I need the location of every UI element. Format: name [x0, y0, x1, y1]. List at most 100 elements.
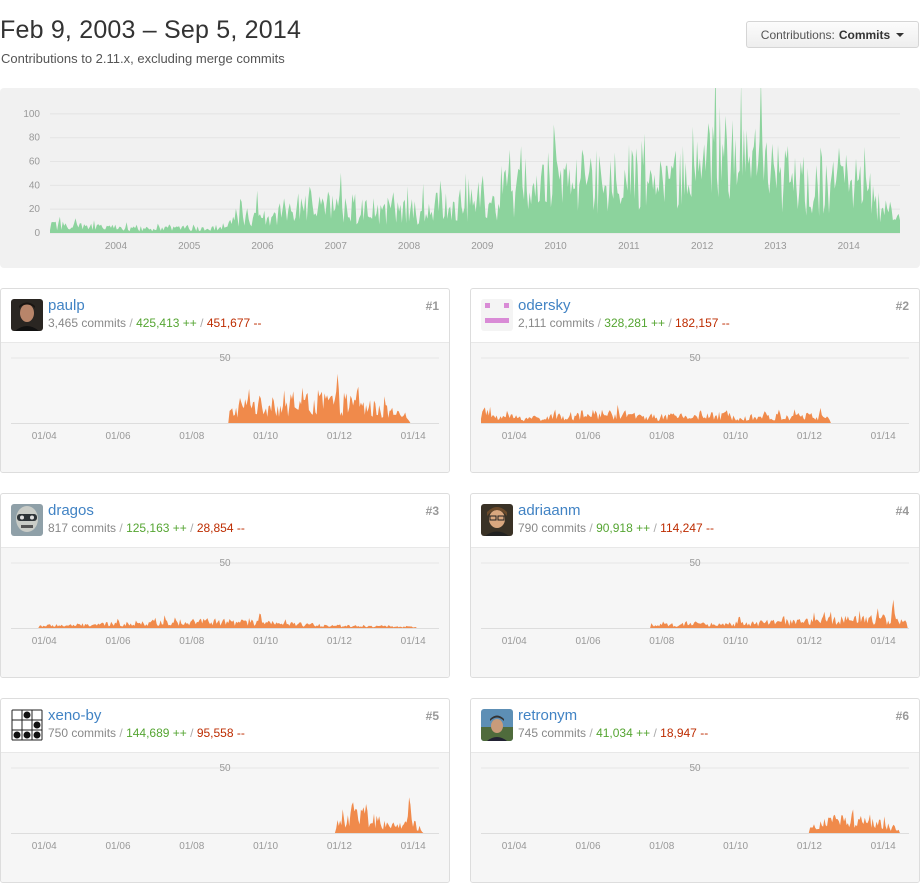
contributor-login-link[interactable]: retronym	[518, 707, 578, 724]
contributor-login-link[interactable]: paulp	[48, 297, 85, 314]
contributor-chart[interactable]: 50 01/04 01/06 01/08 01/10 01/12 01/14	[471, 342, 919, 472]
y-tick-label: 50	[689, 763, 701, 774]
x-tick-label: 01/08	[179, 841, 204, 852]
x-tick-label: 01/06	[575, 841, 600, 852]
contributor-chart-svg: 50 01/04 01/06 01/08 01/10 01/12 01/14	[481, 763, 909, 852]
x-tick-label: 2012	[691, 241, 714, 252]
contributor-chart[interactable]: 50 01/04 01/06 01/08 01/10 01/12 01/14	[1, 547, 449, 677]
x-tick-label: 2008	[398, 241, 421, 252]
x-tick-label: 01/12	[797, 636, 822, 647]
contributor-chart-svg: 50 01/04 01/06 01/08 01/10 01/12 01/14	[481, 558, 909, 647]
contributor-stats: 3,465 commits / 425,413 ++ / 451,677 --	[48, 316, 262, 330]
x-tick-label: 01/04	[502, 431, 527, 442]
x-tick-label: 01/08	[649, 841, 674, 852]
contributor-area-series	[481, 809, 909, 833]
contributions-dropdown-value: Commits	[838, 27, 891, 42]
contributor-login-link[interactable]: adriaanm	[518, 502, 581, 519]
y-tick-label: 0	[34, 228, 40, 239]
avatar[interactable]	[11, 299, 43, 331]
x-tick-label: 01/14	[401, 636, 426, 647]
x-tick-label: 2007	[325, 241, 348, 252]
y-tick-label: 40	[29, 180, 41, 191]
contributor-chart-svg: 50 01/04 01/06 01/08 01/10 01/12 01/14	[11, 353, 439, 442]
additions-count: 144,689 ++	[126, 726, 187, 740]
contributor-card: retronym #6 745 commits / 41,034 ++ / 18…	[470, 698, 920, 883]
contributor-chart-svg: 50 01/04 01/06 01/08 01/10 01/12 01/14	[11, 558, 439, 647]
contributor-login-link[interactable]: dragos	[48, 502, 94, 519]
x-tick-label: 01/08	[649, 431, 674, 442]
contributor-area-series	[481, 599, 909, 628]
contributor-chart[interactable]: 50 01/04 01/06 01/08 01/10 01/12 01/14	[1, 752, 449, 882]
contributor-chart-svg: 50 01/04 01/06 01/08 01/10 01/12 01/14	[481, 353, 909, 442]
y-tick-label: 20	[29, 204, 41, 215]
avatar[interactable]	[481, 504, 513, 536]
contributor-stats: 750 commits / 144,689 ++ / 95,558 --	[48, 726, 245, 740]
x-tick-label: 01/10	[723, 431, 748, 442]
x-tick-label: 01/14	[401, 431, 426, 442]
master-contributions-chart[interactable]: 100 80 60 40 20 0 2004 2005 2006 2007 2008 2009 201…	[0, 88, 920, 268]
contributor-card: dragos #3 817 commits / 125,163 ++ / 28,…	[0, 493, 450, 678]
x-tick-label: 01/08	[179, 636, 204, 647]
master-chart-svg: 100 80 60 40 20 0 2004 2005 2006 2007 2008 2009 201…	[23, 88, 900, 252]
x-tick-label: 01/10	[253, 841, 278, 852]
avatar[interactable]	[11, 504, 43, 536]
contributor-card: adriaanm #4 790 commits / 90,918 ++ / 11…	[470, 493, 920, 678]
date-range-title: Feb 9, 2003 – Sep 5, 2014	[0, 16, 302, 44]
avatar[interactable]	[481, 709, 513, 741]
x-tick-label: 01/04	[32, 431, 57, 442]
contributions-type-dropdown[interactable]: Contributions: Commits	[746, 21, 919, 48]
caret-down-icon	[896, 33, 905, 37]
y-tick-label: 60	[29, 157, 41, 168]
additions-count: 125,163 ++	[126, 521, 187, 535]
x-tick-label: 2004	[105, 241, 128, 252]
contributor-card: xeno-by #5 750 commits / 144,689 ++ / 95…	[0, 698, 450, 883]
graph-header: Feb 9, 2003 – Sep 5, 2014 Contributions …	[0, 0, 923, 85]
deletions-count: 182,157 --	[675, 316, 730, 330]
additions-count: 90,918 ++	[596, 521, 651, 535]
deletions-count: 18,947 --	[660, 726, 709, 740]
x-tick-label: 01/12	[797, 841, 822, 852]
x-tick-label: 01/14	[871, 636, 896, 647]
master-area-series	[50, 88, 900, 233]
x-tick-label: 01/04	[502, 841, 527, 852]
x-tick-label: 01/06	[575, 431, 600, 442]
additions-count: 425,413 ++	[136, 316, 197, 330]
x-tick-label: 01/14	[871, 431, 896, 442]
deletions-count: 28,854 --	[196, 521, 245, 535]
y-tick-label: 50	[219, 763, 231, 774]
contributor-rank: #3	[425, 504, 439, 518]
avatar[interactable]	[481, 299, 513, 331]
deletions-count: 95,558 --	[196, 726, 245, 740]
x-tick-label: 01/12	[327, 431, 352, 442]
x-tick-label: 01/12	[797, 431, 822, 442]
contributor-rank: #5	[425, 709, 439, 723]
y-tick-label: 80	[29, 133, 41, 144]
contributor-area-series	[11, 797, 439, 833]
commit-count: 750 commits	[48, 726, 117, 740]
contributor-chart[interactable]: 50 01/04 01/06 01/08 01/10 01/12 01/14	[471, 752, 919, 882]
x-tick-label: 01/14	[871, 841, 896, 852]
avatar[interactable]	[11, 709, 43, 741]
x-tick-label: 01/14	[401, 841, 426, 852]
x-tick-label: 01/12	[327, 841, 352, 852]
x-tick-label: 2011	[618, 241, 640, 252]
commit-count: 745 commits	[518, 726, 587, 740]
contributor-rank: #4	[895, 504, 909, 518]
x-tick-label: 2006	[251, 241, 274, 252]
contributor-login-link[interactable]: odersky	[518, 297, 571, 314]
contributions-dropdown-label: Contributions:	[760, 27, 835, 42]
contributor-rank: #6	[895, 709, 909, 723]
y-tick-label: 50	[219, 558, 231, 569]
contributor-chart[interactable]: 50 01/04 01/06 01/08 01/10 01/12 01/14	[471, 547, 919, 677]
contributor-area-series	[481, 404, 909, 423]
x-tick-label: 2013	[764, 241, 787, 252]
x-tick-label: 2009	[471, 241, 494, 252]
x-tick-label: 01/12	[327, 636, 352, 647]
commit-count: 2,111 commits	[518, 316, 595, 330]
contributor-login-link[interactable]: xeno-by	[48, 707, 102, 724]
contributor-rank: #1	[425, 299, 439, 313]
contributor-chart[interactable]: 50 01/04 01/06 01/08 01/10 01/12 01/14	[1, 342, 449, 472]
commit-count: 3,465 commits	[48, 316, 127, 330]
x-tick-label: 2010	[544, 241, 567, 252]
additions-count: 41,034 ++	[596, 726, 651, 740]
